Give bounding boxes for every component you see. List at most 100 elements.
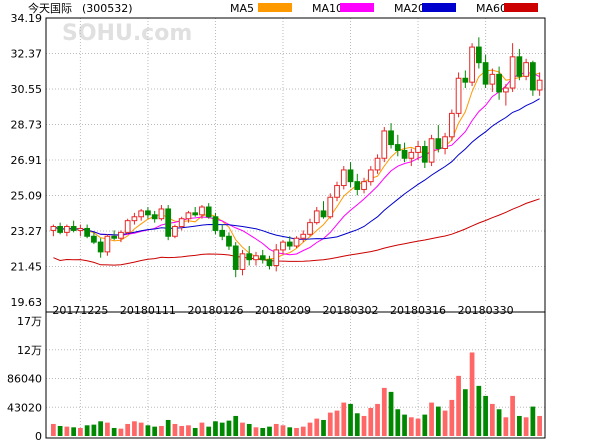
volume-bar xyxy=(226,420,232,436)
candle-body xyxy=(91,235,97,243)
volume-bar xyxy=(307,422,313,436)
legend-label-ma10: MA10 xyxy=(312,2,343,15)
candle-body xyxy=(124,220,131,233)
legend-swatch-ma20 xyxy=(422,3,456,12)
candle-body xyxy=(509,56,516,89)
legend-label-ma20: MA20 xyxy=(394,2,425,15)
candle-body xyxy=(192,212,199,216)
candle-body xyxy=(475,46,482,64)
candle-body xyxy=(205,206,212,218)
moving-averages xyxy=(53,69,540,266)
date-tick-label: 20180316 xyxy=(390,304,446,317)
volume-bar xyxy=(402,414,407,436)
volume-bar xyxy=(449,399,455,436)
candle-body xyxy=(219,229,226,237)
candle-body xyxy=(401,149,408,159)
candle-body xyxy=(415,146,421,153)
candle-body xyxy=(178,218,185,228)
volume-bar xyxy=(118,428,124,436)
volume-bar xyxy=(408,417,414,436)
volume-bar xyxy=(375,403,380,436)
ma-line-ma60 xyxy=(53,198,540,266)
volume-bar xyxy=(186,425,191,436)
volume-bar xyxy=(435,406,441,436)
candle-body xyxy=(320,210,327,218)
volume-bar xyxy=(395,409,401,436)
volume-axis: 17万 12万 86040 43020 0 xyxy=(7,315,42,440)
price-tick-label: 21.45 xyxy=(11,261,43,274)
candle-body xyxy=(280,241,286,251)
candle-body xyxy=(462,77,469,83)
volume-tick-label: 43020 xyxy=(7,401,42,414)
candle-body xyxy=(273,249,280,267)
candle-body xyxy=(131,216,138,222)
volume-bar xyxy=(98,421,104,436)
date-tick-label: 20180330 xyxy=(458,304,514,317)
volume-bar xyxy=(388,391,394,436)
candle-body xyxy=(448,112,455,138)
volume-bar xyxy=(71,427,77,436)
candle-body xyxy=(523,62,529,77)
volume-bars xyxy=(51,352,542,436)
date-tick-label: 20180126 xyxy=(187,304,243,317)
price-tick-label: 19.63 xyxy=(11,296,43,309)
volume-bar xyxy=(361,415,367,436)
candle-body xyxy=(172,226,178,237)
candle-body xyxy=(313,210,320,224)
volume-bar xyxy=(516,415,522,436)
candle-body xyxy=(327,196,334,218)
candle-body xyxy=(347,169,354,183)
candle-body xyxy=(536,79,543,91)
volume-bar xyxy=(334,410,340,436)
volume-bar xyxy=(314,418,320,436)
candle-body xyxy=(307,222,313,235)
candle-body xyxy=(226,235,232,247)
volume-bar xyxy=(483,395,488,436)
price-tick-label: 23.27 xyxy=(11,225,43,238)
volume-bar xyxy=(145,425,151,436)
volume-bar xyxy=(381,387,387,436)
candle-body xyxy=(374,157,381,171)
volume-bar xyxy=(138,422,144,436)
candle-body xyxy=(266,259,273,267)
volume-bar xyxy=(327,412,333,436)
volume-bar xyxy=(51,423,56,436)
volume-bar xyxy=(57,425,63,436)
volume-bar xyxy=(84,425,90,436)
date-axis: 20171225 20180111 20180126 20180209 20180302… xyxy=(52,304,513,317)
candle-body xyxy=(442,136,448,149)
volume-bar xyxy=(368,407,374,436)
date-tick-label: 20180209 xyxy=(255,304,311,317)
legend-label-ma60: MA60 xyxy=(476,2,507,15)
volume-bar xyxy=(321,419,326,436)
volume-bar xyxy=(64,426,70,436)
volume-bar xyxy=(530,406,536,436)
date-tick-label: 20171225 xyxy=(52,304,108,317)
price-tick-label: 34.19 xyxy=(11,12,43,25)
volume-bar xyxy=(456,375,461,436)
candle-body xyxy=(50,226,57,231)
candle-body xyxy=(212,216,219,231)
volume-bar xyxy=(523,417,529,436)
legend-label-ma5: MA5 xyxy=(230,2,254,15)
volume-bar xyxy=(233,415,239,436)
candle-body xyxy=(469,46,475,83)
candle-body xyxy=(138,210,145,218)
candle-body xyxy=(516,56,523,77)
candle-body xyxy=(388,130,394,146)
candle-body xyxy=(381,130,388,159)
legend: MA5 MA10 MA20 MA60 xyxy=(230,2,538,15)
volume-bar xyxy=(489,403,495,436)
volume-bar xyxy=(422,414,428,436)
price-tick-label: 25.09 xyxy=(11,190,43,203)
price-axis: 34.19 32.37 30.55 28.73 26.91 25.09 23.27 21.45… xyxy=(11,12,43,309)
volume-bar xyxy=(105,422,110,436)
volume-bar xyxy=(240,422,245,436)
candle-body xyxy=(165,208,172,237)
candle-body xyxy=(340,169,347,187)
volume-bar xyxy=(341,402,347,436)
candle-body xyxy=(64,226,70,233)
volume-bar xyxy=(273,423,279,436)
volume-bar xyxy=(219,422,225,436)
legend-swatch-ma5 xyxy=(258,3,292,12)
